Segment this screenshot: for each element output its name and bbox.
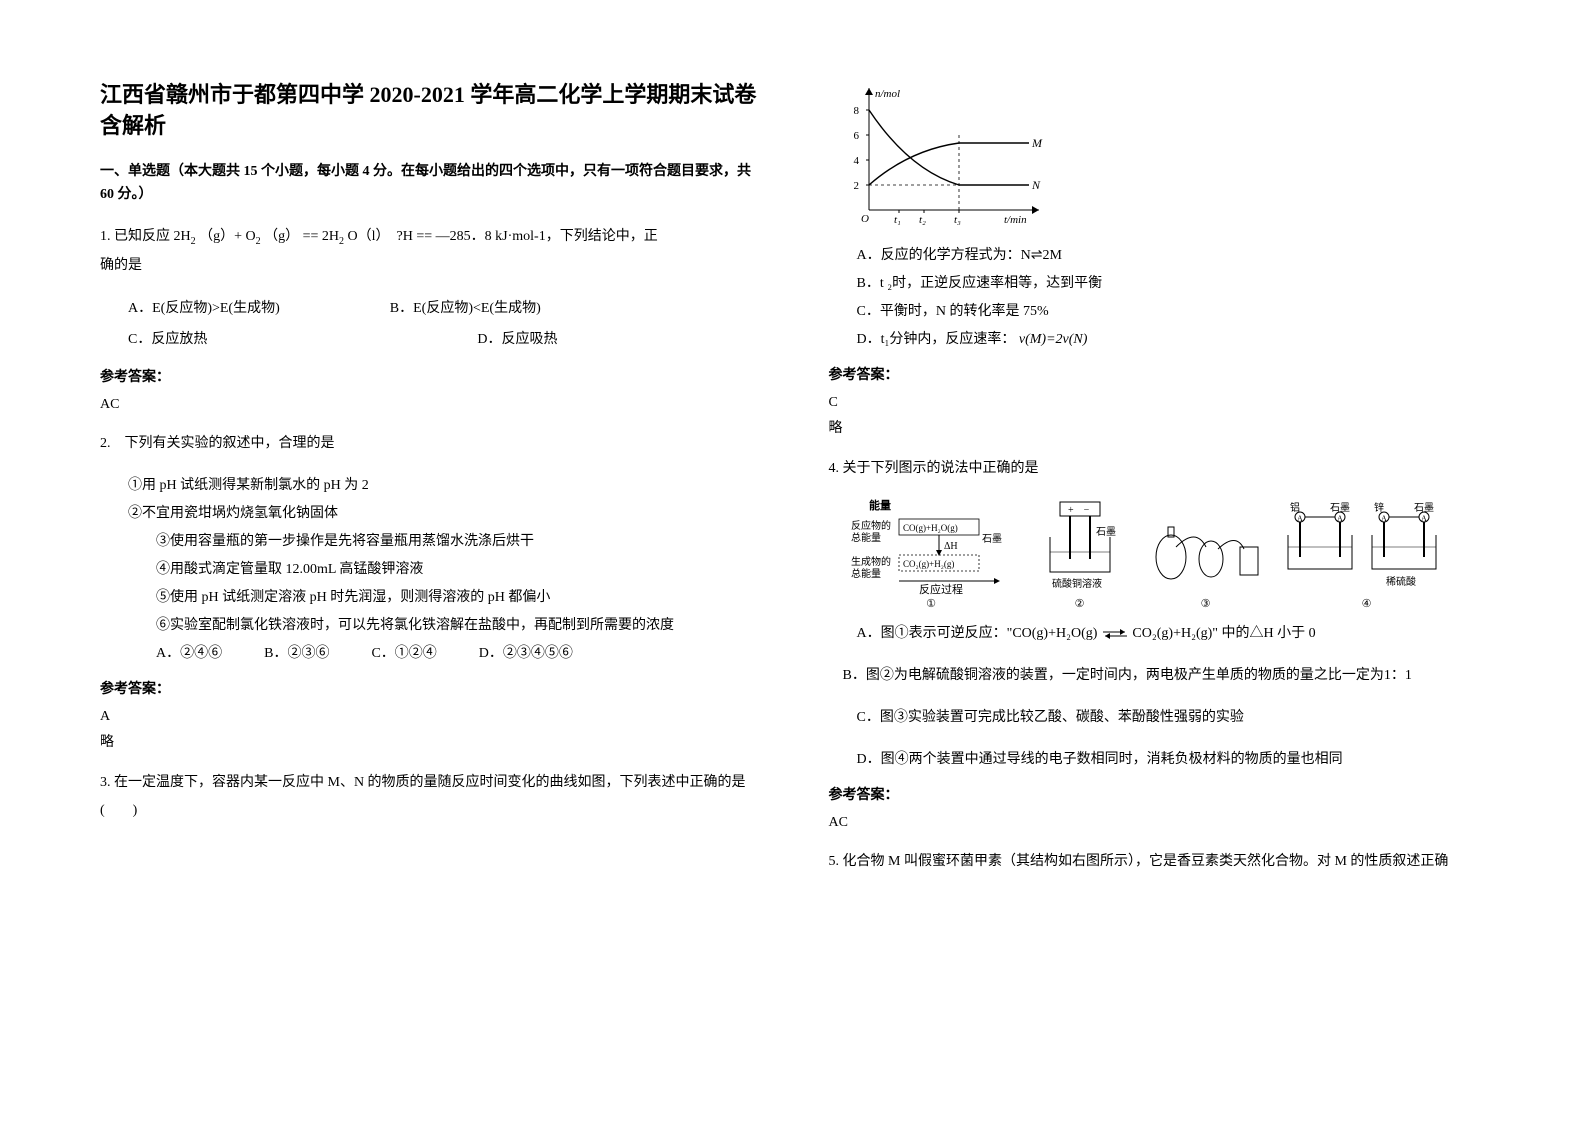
svg-text:O: O [861,213,869,225]
svg-text:总能量: 总能量 [851,567,881,580]
q2-line-5: ⑤使用 pH 试纸测定溶液 pH 时先润湿，则测得溶液的 pH 都偏小 [100,584,759,612]
q1-stem-b: （g）+ O [199,229,256,244]
question-2: 2. 下列有关实验的叙述中，合理的是 [100,430,759,458]
doc-title: 江西省赣州市于都第四中学 2020-2021 学年高二化学上学期期末试卷含解析 [100,80,759,142]
q2-line-4: ④用酸式滴定管量取 12.00mL 高锰酸钾溶液 [100,556,759,584]
svg-text:石墨: 石墨 [982,533,1002,545]
question-5: 5. 化合物 M 叫假蜜环菌甲素（其结构如右图所示），它是香豆素类天然化合物。对… [829,848,1488,876]
q4-a-2: CO₂(g)+H₂(g)" 中的△H 小于 0 [1132,626,1315,641]
q4-diagrams: 能量 反应物的 总能量 CO(g)+H₂O(g) ΔH 石墨 生成物的 总能量 … [849,497,1488,610]
q3-opt-d-b: v(M)=2v(N) [1019,332,1088,347]
q2-line-6: ⑥实验室配制氯化铁溶液时，可以先将氯化铁溶解在盐酸中，再配制到所需要的浓度 [100,612,759,640]
q1-stem-e: 确的是 [100,252,759,280]
svg-text:CO₂(g)+H₂(g): CO₂(g)+H₂(g) [903,559,954,569]
svg-text:CO(g)+H₂O(g): CO(g)+H₂O(g) [903,523,958,533]
svg-text:A: A [1297,514,1303,523]
diagram-1: 能量 反应物的 总能量 CO(g)+H₂O(g) ΔH 石墨 生成物的 总能量 … [849,497,1014,610]
svg-text:反应过程: 反应过程 [919,582,963,596]
q2-opts: A．②④⑥ B．②③⑥ C．①②④ D．②③④⑤⑥ [100,640,759,668]
answer-label-4: 参考答案： [829,784,1488,804]
answer-label-3: 参考答案： [829,364,1488,384]
dia4-num: ④ [1362,597,1372,610]
svg-text:8: 8 [853,105,859,117]
q3-extra: 略 [829,418,1488,440]
dia1-num: ① [926,597,936,610]
svg-text:A: A [1337,514,1343,523]
svg-text:反应物的: 反应物的 [851,519,891,532]
q1-stem-a: 1. 已知反应 2H [100,229,191,244]
svg-text:硫酸铜溶液: 硫酸铜溶液 [1052,577,1102,590]
q3-opt-c: C．平衡时，N 的转化率是 75% [829,298,1488,326]
diagram-4: 铝 石墨 A A 锌 石墨 A A [1282,497,1452,610]
answer-label-2: 参考答案： [100,678,759,698]
svg-text:A: A [1381,514,1387,523]
svg-text:2: 2 [853,180,859,192]
dia3-num: ③ [1201,597,1211,610]
dia2-num: ② [1075,597,1085,610]
q1-opt-c: C．反应放热 [128,325,207,356]
chart-xlabel: t/min [1004,214,1027,226]
q3-answer: C [829,392,1488,414]
right-column: 2 4 6 8 O t₁ t₂ t₃ M N [829,80,1488,876]
svg-text:生成物的: 生成物的 [851,555,891,568]
q1-answer: AC [100,394,759,416]
svg-text:4: 4 [853,155,859,167]
left-column: 江西省赣州市于都第四中学 2020-2021 学年高二化学上学期期末试卷含解析 … [100,80,759,876]
q2-line-1: ①用 pH 试纸测得某新制氯水的 pH 为 2 [100,472,759,500]
q4-answer: AC [829,812,1488,834]
svg-text:稀硫酸: 稀硫酸 [1386,575,1416,588]
q2-line-3: ③使用容量瓶的第一步操作是先将容量瓶用蒸馏水洗涤后烘干 [100,528,759,556]
chart-ylabel: n/mol [875,88,900,100]
svg-text:N: N [1031,178,1041,192]
question-1: 1. 已知反应 2H2 （g）+ O2 （g） == 2H2 O（l） ?H =… [100,223,759,280]
svg-text:A: A [1421,514,1427,523]
svg-text:能量: 能量 [869,498,891,512]
question-4: 4. 关于下列图示的说法中正确的是 [829,455,1488,483]
q1-options: A．E(反应物)>E(生成物) B．E(反应物)<E(生成物) C．反应放热 D… [100,294,759,356]
q3-opt-d: D．t₁分钟内，反应速率： v(M)=2v(N) [829,326,1488,354]
svg-text:M: M [1031,136,1043,150]
q1-opt-d: D．反应吸热 [477,325,557,356]
section-heading: 一、单选题（本大题共 15 个小题，每小题 4 分。在每小题给出的四个选项中，只… [100,160,759,208]
q1-opt-a: A．E(反应物)>E(生成物) [128,294,280,325]
svg-text:石墨: 石墨 [1096,526,1116,538]
svg-text:ΔH: ΔH [944,541,958,552]
svg-text:t₂: t₂ [919,214,926,226]
q1-stem-d: O（l） ?H == —285．8 kJ·mol-1，下列结论中，正 [348,229,658,244]
question-3: 3. 在一定温度下，容器内某一反应中 M、N 的物质的量随反应时间变化的曲线如图… [100,769,759,825]
q1-opt-b: B．E(反应物)<E(生成物) [390,294,541,325]
svg-text:t₃: t₃ [954,214,961,226]
diagram-3: ③ [1146,497,1266,610]
q4-opt-b: B．图②为电解硫酸铜溶液的装置，一定时间内，两电极产生单质的物质的量之比一定为1… [843,662,1488,690]
svg-text:总能量: 总能量 [851,531,881,544]
q3-opt-b: B．t ₂时，正逆反应速率相等，达到平衡 [829,270,1488,298]
q4-opt-d: D．图④两个装置中通过导线的电子数相同时，消耗负极材料的物质的量也相同 [829,746,1488,774]
q4-opt-a: A．图①表示可逆反应："CO(g)+H₂O(g) CO₂(g)+H₂(g)" 中… [829,620,1488,648]
q2-extra: 略 [100,732,759,754]
svg-text:6: 6 [853,130,859,142]
q3-chart: 2 4 6 8 O t₁ t₂ t₃ M N [839,80,1049,230]
diagram-2: + − 石墨 硫酸铜溶液 ② [1030,497,1130,610]
q2-line-2: ②不宜用瓷坩埚灼烧氢氧化钠固体 [100,500,759,528]
q3-opt-d-a: D．t₁分钟内，反应速率： [857,332,1016,347]
equilibrium-arrow-icon [1101,629,1129,639]
svg-text:+ −: + − [1068,505,1090,516]
q4-a-1: A．图①表示可逆反应："CO(g)+H₂O(g) [857,626,1101,641]
q4-opt-c: C．图③实验装置可完成比较乙酸、碳酸、苯酚酸性强弱的实验 [829,704,1488,732]
answer-label-1: 参考答案： [100,366,759,386]
q3-opt-a: A．反应的化学方程式为：N⇌2M [829,242,1488,270]
svg-text:t₁: t₁ [894,214,901,226]
q2-answer: A [100,706,759,728]
q1-stem-c: （g） == 2H [264,229,339,244]
